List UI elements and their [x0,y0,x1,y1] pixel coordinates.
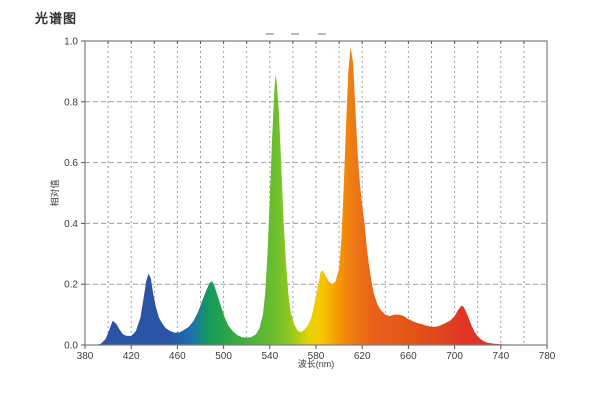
x-tick-label: 500 [215,351,232,362]
top-annotation-dashes [265,33,326,35]
x-tick-label: 700 [446,351,463,362]
axis-ticks [81,40,548,349]
x-tick-label: 460 [169,351,186,362]
x-axis-label: 波长(nm) [297,359,335,369]
gridlines [85,41,547,345]
y-tick-label: 0.0 [64,341,78,352]
x-tick-label: 380 [77,351,94,362]
y-tick-label: 0.8 [64,97,78,108]
y-tick-label: 0.6 [64,158,78,169]
y-tick-label: 1.0 [64,37,78,48]
chart-title: 光谱图 [35,11,78,26]
axis-tick-labels: 380 420 460 500 540 580 620 660 700 740 780 0.0 0.2 0… [64,37,556,363]
y-tick-label: 0.2 [64,280,78,291]
x-tick-label: 580 [308,351,325,362]
x-tick-label: 540 [261,351,278,362]
x-tick-label: 740 [492,351,509,362]
x-tick-label: 620 [354,351,371,362]
y-tick-label: 0.4 [64,219,78,230]
x-tick-label: 420 [123,351,140,362]
x-tick-label: 780 [539,351,556,362]
x-tick-label: 660 [400,351,417,362]
